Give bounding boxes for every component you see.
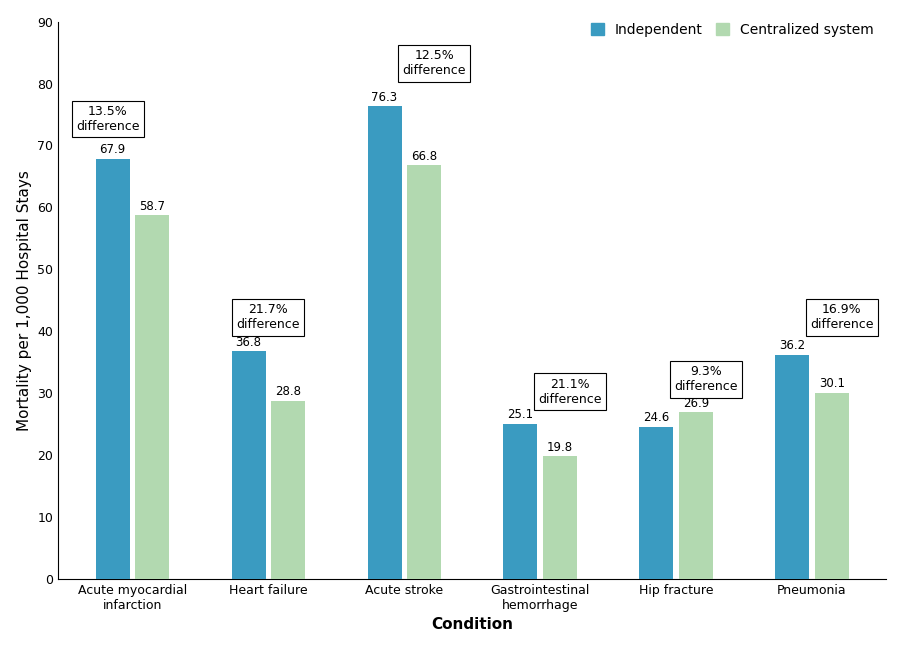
Text: 30.1: 30.1 — [818, 377, 843, 390]
Text: 67.9: 67.9 — [99, 143, 125, 156]
Bar — [542, 456, 576, 579]
Text: 26.9: 26.9 — [682, 397, 708, 410]
Text: 19.8: 19.8 — [547, 441, 572, 454]
Text: 24.6: 24.6 — [642, 411, 668, 424]
Bar — [232, 351, 265, 579]
Text: 36.8: 36.8 — [235, 336, 262, 349]
Text: 21.7%
difference: 21.7% difference — [236, 303, 299, 331]
Bar — [271, 400, 305, 579]
Text: 66.8: 66.8 — [410, 150, 437, 163]
Text: 76.3: 76.3 — [371, 91, 397, 104]
Legend: Independent, Centralized system: Independent, Centralized system — [584, 18, 879, 43]
Text: 21.1%
difference: 21.1% difference — [538, 378, 601, 406]
Bar — [814, 393, 848, 579]
Text: 9.3%
difference: 9.3% difference — [674, 365, 737, 393]
Text: 13.5%
difference: 13.5% difference — [76, 105, 140, 133]
Text: 28.8: 28.8 — [275, 385, 300, 398]
Text: 12.5%
difference: 12.5% difference — [402, 49, 465, 77]
Text: 25.1: 25.1 — [507, 408, 533, 421]
Text: 58.7: 58.7 — [139, 200, 165, 213]
Bar — [96, 158, 130, 579]
Text: 36.2: 36.2 — [778, 339, 805, 352]
X-axis label: Condition: Condition — [431, 617, 512, 632]
Bar — [775, 355, 808, 579]
Bar — [678, 412, 712, 579]
Bar — [367, 106, 401, 579]
Bar — [407, 165, 440, 579]
Bar — [503, 424, 537, 579]
Y-axis label: Mortality per 1,000 Hospital Stays: Mortality per 1,000 Hospital Stays — [16, 170, 32, 431]
Bar — [135, 215, 169, 579]
Bar — [639, 426, 673, 579]
Text: 16.9%
difference: 16.9% difference — [809, 303, 872, 331]
